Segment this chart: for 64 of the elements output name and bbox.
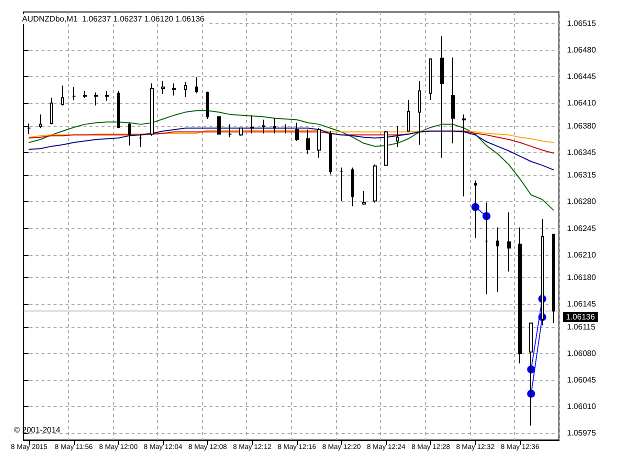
candlestick — [396, 125, 399, 148]
candlestick — [250, 114, 254, 134]
candlestick — [451, 57, 455, 144]
y-tick-label: 1.06115 — [567, 322, 596, 332]
candlestick — [384, 130, 388, 166]
y-tick-label: 1.06180 — [567, 273, 596, 282]
candlestick — [50, 97, 53, 125]
candlestick — [228, 124, 232, 138]
candlestick — [195, 76, 198, 94]
candlestick — [39, 114, 42, 129]
y-tick-label: 1.06410 — [567, 98, 596, 108]
candlestick — [373, 164, 377, 203]
candlestick — [206, 91, 209, 120]
candlestick — [284, 124, 287, 134]
candlestick — [418, 80, 421, 146]
candlestick — [262, 119, 265, 134]
y-tick-label: 1.06210 — [567, 250, 596, 260]
candlestick — [462, 114, 466, 197]
y-tick-label: 1.06380 — [567, 121, 596, 130]
candlestick — [362, 190, 366, 206]
y-tick-label: 1.06045 — [567, 376, 596, 385]
candlestick — [429, 58, 432, 101]
candlestick — [317, 128, 321, 158]
candlestick — [440, 36, 444, 158]
candlestick — [72, 86, 76, 101]
y-tick-label: 1.06515 — [567, 18, 596, 28]
y-tick-label: 1.05975 — [567, 428, 596, 438]
y-tick-label: 1.06010 — [567, 402, 596, 412]
y-tick-label: 1.06145 — [567, 300, 596, 309]
y-tick-label: 1.06245 — [567, 224, 596, 233]
candlestick — [518, 227, 522, 364]
candlestick — [340, 167, 343, 202]
candlestick — [94, 92, 98, 106]
y-tick-label: 1.06280 — [567, 197, 596, 206]
candlestick — [306, 129, 310, 154]
candlestick — [351, 167, 354, 207]
candlestick — [161, 80, 165, 94]
candlestick — [329, 130, 332, 175]
candlestick — [295, 122, 299, 142]
candlestick — [61, 85, 64, 106]
y-tick-label: 1.06445 — [567, 72, 596, 82]
candlestick — [507, 212, 511, 272]
candlestick — [150, 82, 154, 136]
line-series — [28, 110, 554, 211]
candlestick — [239, 128, 243, 136]
candlestick — [117, 90, 120, 129]
candlestick — [172, 82, 176, 96]
candlestick — [184, 81, 187, 98]
candlestick — [273, 118, 276, 134]
candlestick — [496, 227, 499, 293]
line-series — [28, 128, 554, 170]
y-tick-label: 1.06315 — [567, 170, 596, 180]
candlestick — [552, 234, 555, 324]
y-tick-label: 1.06480 — [567, 45, 596, 54]
y-tick-label: 1.06080 — [567, 348, 596, 358]
candlestick — [139, 134, 142, 148]
chart-title: AUDNZDbo,M1 1.06237 1.06237 1.06120 1.06136 — [22, 14, 205, 24]
y-tick-label: 1.06345 — [567, 148, 596, 157]
candlestick — [105, 90, 109, 102]
candlestick — [83, 90, 87, 98]
ref-line-label: 1.06136 — [566, 312, 596, 322]
candlestick — [217, 115, 221, 135]
candlestick — [128, 122, 131, 146]
candlestick — [407, 100, 410, 132]
